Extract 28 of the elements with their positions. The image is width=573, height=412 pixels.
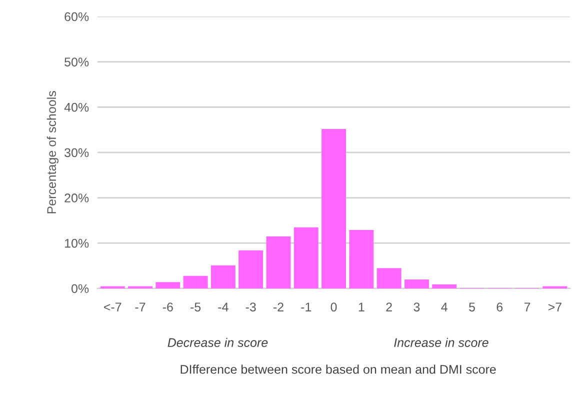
y-tick-label: 10% bbox=[65, 238, 89, 248]
x-tick-label: -5 bbox=[190, 302, 201, 312]
x-tick-label: 0 bbox=[330, 302, 337, 312]
x-tick-label: 5 bbox=[469, 302, 475, 312]
y-tick-label: 0% bbox=[72, 284, 89, 294]
x-tick-label: >7 bbox=[548, 302, 562, 312]
x-tick-label: -2 bbox=[273, 302, 284, 312]
y-tick-label: 60% bbox=[64, 12, 89, 22]
x-tick-label: -7 bbox=[135, 302, 146, 312]
x-tick-label: 7 bbox=[524, 302, 530, 312]
y-tick-label: 40% bbox=[64, 102, 89, 112]
y-axis-title: Percentage of schools bbox=[46, 91, 59, 214]
x-tick-label: <-7 bbox=[104, 302, 122, 312]
text: Increase in score bbox=[394, 338, 488, 348]
x-tick-label: -4 bbox=[218, 302, 228, 312]
x-tick-label: -1 bbox=[301, 302, 312, 312]
x-tick-label: 4 bbox=[441, 302, 448, 312]
x-tick-label: 6 bbox=[496, 302, 503, 312]
x-tick-label: 3 bbox=[414, 302, 420, 312]
x-tick-label: -3 bbox=[246, 302, 256, 312]
x-axis-title: DIfference between score based on mean and DMI score bbox=[180, 364, 496, 374]
x-tick-label: 2 bbox=[386, 302, 392, 312]
y-tick-label: 30% bbox=[64, 148, 89, 158]
y-tick-label: 50% bbox=[64, 58, 89, 66]
text: Decrease in score bbox=[168, 338, 268, 348]
x-tick-label: -6 bbox=[162, 302, 173, 312]
y-tick-label: 20% bbox=[64, 194, 89, 202]
x-tick-label: 1 bbox=[358, 302, 364, 312]
